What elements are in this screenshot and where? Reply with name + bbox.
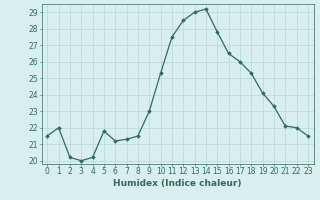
X-axis label: Humidex (Indice chaleur): Humidex (Indice chaleur) <box>113 179 242 188</box>
